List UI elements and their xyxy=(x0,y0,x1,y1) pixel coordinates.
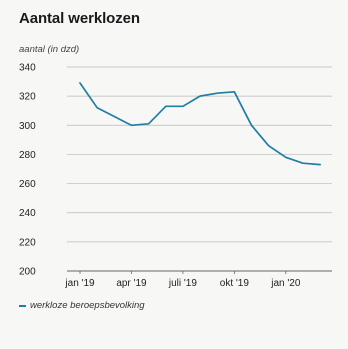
x-tick-label: apr '19 xyxy=(116,278,147,289)
x-tick-label: jan '20 xyxy=(270,278,301,289)
y-axis-label: aantal (in dzd) xyxy=(19,44,80,55)
y-tick-label: 340 xyxy=(19,63,36,74)
y-tick-label: 280 xyxy=(19,150,36,161)
legend: werkloze beroepsbevolking xyxy=(19,300,145,311)
y-tick-label: 260 xyxy=(19,179,36,190)
x-tick-label: juli '19 xyxy=(168,278,197,289)
x-tick-label: okt '19 xyxy=(220,278,250,289)
y-tick-label: 240 xyxy=(19,208,36,219)
x-tick-label: jan '19 xyxy=(64,278,95,289)
legend-label: werkloze beroepsbevolking xyxy=(30,300,145,311)
y-tick-label: 300 xyxy=(19,121,36,132)
y-tick-label: 200 xyxy=(19,267,36,278)
y-tick-label: 220 xyxy=(19,237,36,248)
legend-swatch xyxy=(19,304,26,307)
y-tick-label: 320 xyxy=(19,92,36,103)
series-line xyxy=(79,82,321,166)
chart-title: Aantal werklozen xyxy=(19,10,140,27)
